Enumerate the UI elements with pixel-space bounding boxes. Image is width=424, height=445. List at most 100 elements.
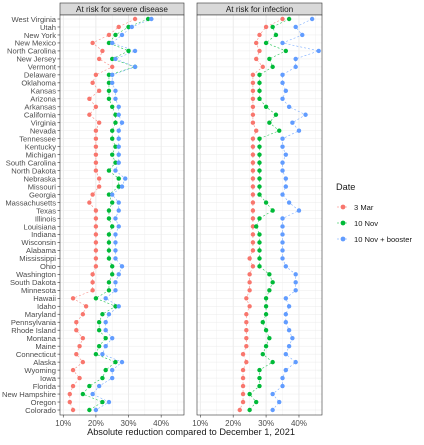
- point-10-nov-tennessee: [110, 136, 115, 141]
- point-10-nov-idaho: [113, 304, 118, 309]
- point-10-nov-booster-colorado: [270, 407, 275, 413]
- point-3-mar-wyoming: [70, 367, 76, 373]
- point-10-nov-booster-connecticut: [100, 351, 105, 357]
- point-10-nov-booster-arkansas: [116, 104, 121, 109]
- point-10-nov-booster-virginia: [290, 120, 295, 125]
- point-10-nov-kentucky: [113, 144, 118, 149]
- legend-label-10-nov: 10 Nov: [354, 219, 378, 228]
- point-3-mar-nebraska: [250, 176, 256, 181]
- point-10-nov-booster-mississippi: [113, 256, 118, 261]
- point-10-nov-delaware: [106, 72, 112, 78]
- point-3-mar-louisiana: [250, 224, 256, 229]
- point-10-nov-louisiana: [110, 224, 115, 229]
- point-10-nov-colorado: [87, 407, 92, 413]
- point-10-nov-booster-illinois: [280, 216, 285, 221]
- legend-key-10-nov: [340, 220, 346, 226]
- point-3-mar-north-carolina: [100, 48, 105, 54]
- point-10-nov-booster-maine: [103, 343, 108, 349]
- point-3-mar-new-hampshire: [240, 391, 246, 397]
- point-10-nov-oklahoma: [106, 80, 112, 86]
- y-tick-label-new-york: New York: [24, 31, 56, 40]
- point-3-mar-iowa: [77, 375, 82, 381]
- point-10-nov-west-virginia: [145, 16, 151, 22]
- point-10-nov-booster-oregon: [277, 399, 282, 405]
- x-axis-title: Absolute reduction compared to December …: [87, 427, 295, 437]
- y-tick-label-montana: Montana: [26, 334, 56, 343]
- point-3-mar-arkansas: [250, 104, 256, 109]
- point-3-mar-idaho: [247, 304, 252, 309]
- point-10-nov-massachusetts: [263, 200, 269, 205]
- point-10-nov-wisconsin: [106, 240, 112, 245]
- point-10-nov-booster-virginia: [119, 120, 125, 125]
- point-3-mar-wisconsin: [250, 240, 256, 245]
- point-10-nov-booster-wyoming: [110, 367, 115, 373]
- point-10-nov-booster-tennessee: [280, 136, 285, 141]
- point-3-mar-idaho: [83, 304, 89, 309]
- point-10-nov-booster-south-carolina: [280, 160, 285, 165]
- legend-key-10-nov-booster: [340, 236, 346, 242]
- panel-title-at-risk-for-severe-disease: At risk for severe disease: [76, 5, 168, 14]
- panel-border-at-risk-for-infection: [196, 14, 323, 416]
- point-10-nov-washington: [110, 272, 115, 277]
- point-10-nov-booster-wisconsin: [113, 240, 118, 245]
- point-10-nov-arkansas: [263, 104, 269, 109]
- point-10-nov-georgia: [257, 192, 262, 197]
- point-10-nov-booster-missouri: [119, 184, 125, 189]
- point-3-mar-pennsylvania: [244, 320, 249, 325]
- y-tick-label-maine: Maine: [35, 342, 56, 351]
- point-10-nov-texas: [106, 208, 112, 213]
- y-tick-label-south-carolina: South Carolina: [6, 158, 57, 167]
- y-tick-label-oregon: Oregon: [31, 398, 56, 407]
- x-tick-label: 20%: [225, 419, 241, 428]
- y-tick-label-texas: Texas: [36, 206, 56, 215]
- point-10-nov-new-york: [273, 32, 279, 38]
- point-10-nov-booster-california: [116, 112, 121, 117]
- point-10-nov-booster-georgia: [110, 192, 115, 197]
- point-10-nov-booster-new-hampshire: [90, 391, 95, 397]
- point-10-nov-mississippi: [106, 256, 112, 261]
- point-10-nov-pennsylvania: [96, 320, 102, 325]
- point-3-mar-nevada: [254, 128, 259, 133]
- point-10-nov-booster-alaska: [119, 359, 125, 365]
- point-10-nov-booster-delaware: [280, 72, 285, 78]
- point-3-mar-west-virginia: [280, 16, 285, 22]
- point-10-nov-kansas: [257, 88, 262, 94]
- y-tick-label-nebraska: Nebraska: [24, 174, 57, 183]
- point-10-nov-booster-connecticut: [283, 351, 289, 357]
- point-10-nov-oregon: [100, 399, 105, 405]
- point-3-mar-mississippi: [93, 256, 99, 261]
- panel-border-at-risk-for-severe-disease: [59, 14, 185, 416]
- y-tick-label-arizona: Arizona: [30, 95, 57, 104]
- y-tick-label-mississippi: Mississippi: [19, 254, 56, 263]
- point-3-mar-massachusetts: [87, 200, 92, 205]
- point-10-nov-booster-rhode-island: [286, 328, 292, 333]
- point-10-nov-booster-massachusetts: [286, 200, 292, 205]
- point-10-nov-illinois: [106, 216, 112, 221]
- point-10-nov-indiana: [257, 232, 262, 237]
- point-10-nov-oregon: [254, 399, 259, 405]
- point-3-mar-tennessee: [93, 136, 99, 141]
- point-10-nov-booster-maryland: [106, 312, 112, 317]
- point-10-nov-booster-south-dakota: [293, 280, 298, 285]
- series-line-10-nov: [82, 18, 149, 411]
- y-tick-label-vermont: Vermont: [28, 63, 57, 72]
- point-3-mar-florida: [240, 383, 246, 389]
- point-10-nov-booster-idaho: [286, 304, 292, 309]
- point-10-nov-nebraska: [257, 176, 262, 181]
- y-tick-label-illinois: Illinois: [35, 214, 56, 223]
- point-3-mar-maine: [77, 343, 82, 349]
- y-tick-label-oklahoma: Oklahoma: [21, 79, 56, 88]
- point-3-mar-south-dakota: [90, 280, 95, 285]
- point-3-mar-indiana: [250, 232, 256, 237]
- point-3-mar-oregon: [67, 399, 72, 405]
- point-10-nov-booster-colorado: [93, 407, 99, 413]
- point-10-nov-florida: [87, 383, 92, 389]
- point-3-mar-ohio: [250, 264, 256, 269]
- point-10-nov-minnesota: [267, 288, 272, 293]
- point-10-nov-booster-missouri: [283, 184, 289, 189]
- point-10-nov-booster-texas: [296, 208, 302, 213]
- point-10-nov-nevada: [277, 128, 282, 133]
- point-10-nov-booster-new-mexico: [280, 40, 285, 46]
- point-10-nov-booster-oklahoma: [110, 80, 115, 86]
- point-10-nov-booster-oklahoma: [280, 80, 285, 86]
